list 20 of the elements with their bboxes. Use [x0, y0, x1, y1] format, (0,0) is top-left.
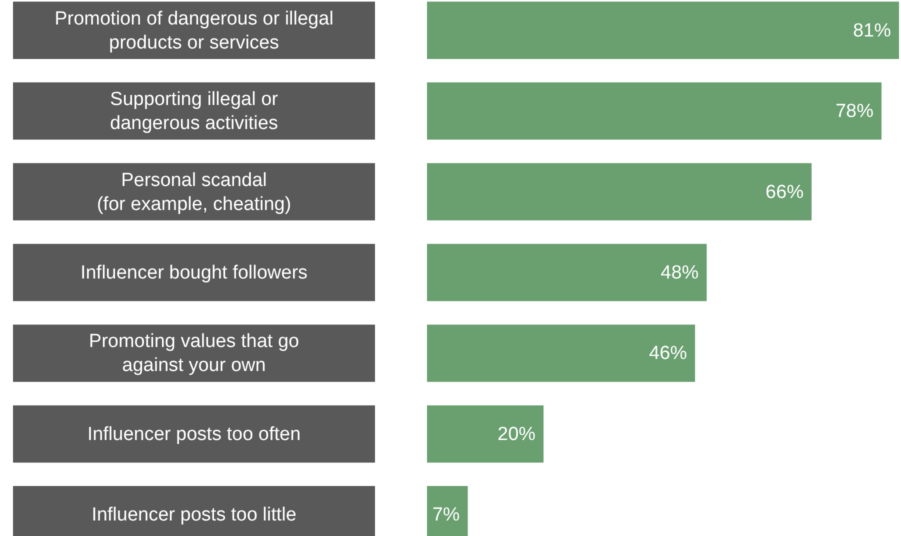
data-label: 66%: [766, 182, 804, 203]
bar: [427, 2, 899, 59]
data-label: 48%: [660, 262, 699, 284]
y-tick-label: Influencer posts too often: [87, 424, 301, 445]
data-label: 7%: [432, 504, 460, 526]
bar: [427, 244, 707, 302]
data-label: 81%: [852, 20, 892, 42]
y-tick-label: Personal scandal (for example, cheating): [96, 170, 292, 215]
y-tick-label: Promotion of dangerous or illegal products or services: [54, 8, 334, 54]
bar: [427, 324, 696, 382]
data-label: 46%: [649, 343, 688, 364]
bar: [427, 405, 544, 463]
y-tick-label: Influencer bought followers: [80, 262, 308, 284]
y-tick-label: Supporting illegal or dangerous activities: [110, 89, 279, 134]
data-label: 20%: [498, 424, 536, 445]
bar: [427, 163, 812, 220]
y-tick-label: Influencer posts too little: [92, 504, 296, 526]
data-label: 78%: [835, 101, 874, 122]
bar: [427, 82, 882, 140]
y-tick-label: Promoting values that go against your own: [88, 331, 300, 376]
